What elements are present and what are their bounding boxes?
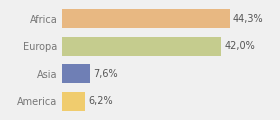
Text: 44,3%: 44,3% bbox=[233, 14, 263, 24]
Text: 6,2%: 6,2% bbox=[88, 96, 113, 106]
Text: 7,6%: 7,6% bbox=[94, 69, 118, 79]
Bar bbox=[62, 37, 221, 56]
Bar bbox=[62, 64, 90, 83]
Bar bbox=[62, 92, 85, 111]
Bar bbox=[62, 9, 230, 28]
Text: 42,0%: 42,0% bbox=[224, 41, 255, 51]
